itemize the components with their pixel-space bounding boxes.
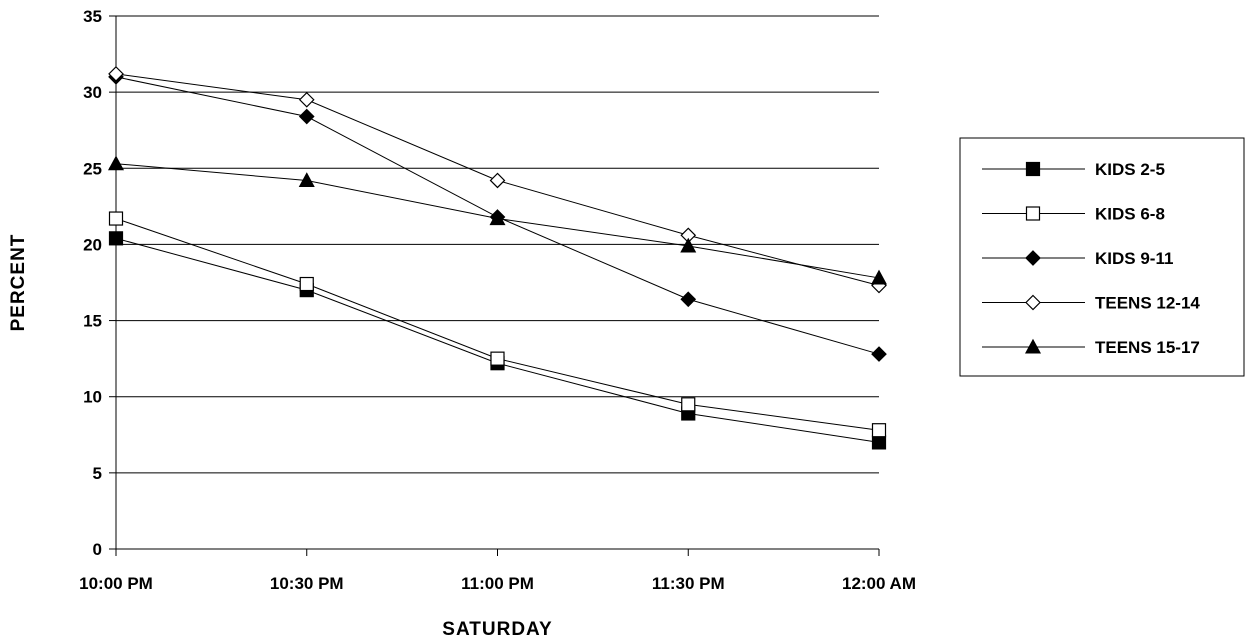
data-point [298,172,315,188]
legend-marker [1024,338,1042,354]
legend-item: TEENS 12-14 [982,294,1200,313]
legend-item: KIDS 2-5 [982,160,1165,179]
y-tick-label: 25 [83,159,102,178]
legend-item: TEENS 15-17 [982,338,1200,357]
data-point [298,91,315,108]
data-point [680,237,697,253]
y-tick-label: 5 [93,464,102,483]
y-tick-label: 20 [83,235,102,254]
y-tick-label: 10 [83,388,102,407]
series-lines [107,66,888,450]
data-point [299,276,314,292]
data-point [680,291,697,308]
series-kids-6-8 [108,211,887,438]
legend-label: TEENS 15-17 [1095,338,1200,357]
legend-marker [1025,294,1041,311]
gridlines [116,15,879,474]
legend: KIDS 2-5 KIDS 6-8 KIDS 9-11 TEENS 12-14 TEEN… [959,137,1245,377]
series-line [115,237,880,443]
legend-marker [1025,161,1041,177]
data-point [871,423,887,438]
axes [109,15,880,556]
y-tick-label: 15 [83,312,102,331]
data-point [489,210,506,226]
x-tick-label: 10:00 PM [79,574,153,593]
y-tick-label: 35 [83,7,102,26]
data-point [490,351,505,366]
legend-label: KIDS 6-8 [1095,205,1165,224]
data-point [108,211,124,226]
series-teens-12-14 [108,66,887,294]
y-tick-labels: 0 5 10 15 20 25 30 35 [83,7,102,559]
data-point [871,435,887,450]
y-tick-label: 30 [83,83,102,102]
data-point [871,346,887,362]
data-point [108,231,124,246]
legend-label: TEENS 12-14 [1095,294,1200,313]
legend-item: KIDS 9-11 [982,249,1173,268]
y-tick-label: 0 [93,540,102,559]
series-kids-2-5 [108,231,887,450]
legend-item: KIDS 6-8 [982,205,1165,224]
x-tick-label: 12:00 AM [842,574,916,593]
data-point [681,397,696,412]
x-tick-label: 11:30 PM [652,574,725,593]
legend-box [959,137,1245,377]
x-tick-label: 11:00 PM [461,574,534,593]
legend-marker [1025,250,1041,266]
x-axis-title: SATURDAY [442,619,552,640]
legend-label: KIDS 9-11 [1095,249,1173,268]
data-point [489,172,506,189]
data-point [870,269,888,285]
legend-label: KIDS 2-5 [1095,160,1165,179]
y-axis-title: PERCENT [8,234,29,332]
data-point [108,66,124,82]
legend-marker [1025,206,1041,221]
series-line [115,218,880,431]
data-point [107,155,125,171]
data-point [298,108,315,125]
x-tick-label: 10:30 PM [270,574,344,593]
series-teens-15-17 [107,155,888,285]
x-tick-labels: 10:00 PM 10:30 PM 11:00 PM 11:30 PM 12:00 AM [79,574,916,593]
